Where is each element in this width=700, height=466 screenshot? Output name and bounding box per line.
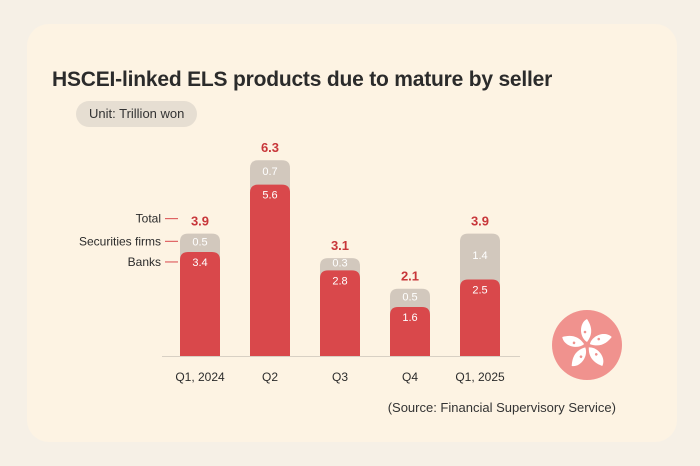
- bar-banks: [320, 270, 360, 356]
- bar-banks: [250, 184, 290, 356]
- value-label-banks: 1.6: [402, 312, 417, 324]
- legend-banks-label: Banks: [128, 255, 161, 269]
- total-label: 2.1: [401, 269, 419, 284]
- legend-total-label: Total: [136, 212, 161, 226]
- category-tick-label: Q1, 2024: [175, 370, 225, 384]
- value-label-securities-firms: 0.7: [262, 166, 277, 178]
- total-label: 3.1: [331, 238, 349, 253]
- value-label-securities-firms: 0.5: [402, 291, 417, 303]
- legend-securities-firms-label: Securities firms: [79, 234, 161, 248]
- value-label-securities-firms: 0.3: [332, 258, 347, 270]
- total-label: 3.9: [471, 214, 489, 229]
- value-label-banks: 2.8: [332, 275, 347, 287]
- bar-banks: [180, 251, 220, 356]
- bar-banks: [460, 279, 500, 356]
- category-tick-label: Q3: [332, 370, 348, 384]
- category-tick-label: Q4: [402, 370, 418, 384]
- total-label: 6.3: [261, 140, 279, 155]
- total-label: 3.9: [191, 214, 209, 229]
- bar-banks: [390, 307, 430, 356]
- unit-badge: Unit: Trillion won: [76, 101, 198, 127]
- value-label-banks: 2.5: [472, 285, 487, 297]
- source-note: (Source: Financial Supervisory Service): [387, 400, 616, 415]
- value-label-securities-firms: 0.5: [192, 236, 207, 248]
- category-tick-label: Q1, 2025: [455, 370, 505, 384]
- hong-kong-badge: [552, 310, 622, 380]
- bauhinia-flower-icon: [562, 319, 612, 367]
- category-tick-label: Q2: [262, 370, 278, 384]
- value-label-banks: 3.4: [192, 257, 207, 269]
- bar-securities-firms: [460, 233, 500, 290]
- chart-title: HSCEI-linked ELS products due to mature …: [52, 68, 553, 91]
- value-label-securities-firms: 1.4: [472, 250, 487, 262]
- value-label-banks: 5.6: [262, 190, 277, 202]
